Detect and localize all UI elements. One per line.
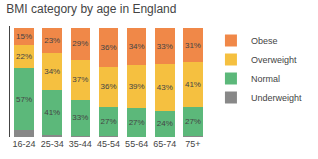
svg-text:33%: 33% [72,113,88,122]
svg-text:35-44: 35-44 [69,139,92,149]
svg-text:27%: 27% [129,118,145,127]
svg-text:75+: 75+ [185,139,200,149]
svg-text:23%: 23% [44,36,60,45]
svg-text:Obese: Obese [251,36,278,46]
svg-text:37%: 37% [72,75,88,84]
svg-text:34%: 34% [44,67,60,76]
svg-text:31%: 31% [185,41,201,50]
svg-text:15%: 15% [16,32,32,41]
svg-text:33%: 33% [157,42,173,51]
svg-text:16-24: 16-24 [13,139,36,149]
svg-text:Underweight: Underweight [251,93,302,103]
svg-text:39%: 39% [129,82,145,91]
svg-text:55-64: 55-64 [125,139,148,149]
svg-text:43%: 43% [157,83,173,92]
svg-text:65-74: 65-74 [153,139,176,149]
svg-text:22%: 22% [16,52,32,61]
svg-text:45-54: 45-54 [97,139,120,149]
svg-text:25-34: 25-34 [41,139,64,149]
svg-text:27%: 27% [100,117,116,126]
svg-text:41%: 41% [44,108,60,117]
svg-text:34%: 34% [129,42,145,51]
svg-text:36%: 36% [100,82,116,91]
svg-text:Overweight: Overweight [251,55,297,65]
svg-text:BMI category by age in England: BMI category by age in England [6,2,176,16]
svg-text:Normal: Normal [251,74,280,84]
svg-text:41%: 41% [185,80,201,89]
svg-text:27%: 27% [185,117,201,126]
svg-text:57%: 57% [16,95,32,104]
svg-text:24%: 24% [157,119,173,128]
svg-text:29%: 29% [72,39,88,48]
svg-text:36%: 36% [100,43,116,52]
